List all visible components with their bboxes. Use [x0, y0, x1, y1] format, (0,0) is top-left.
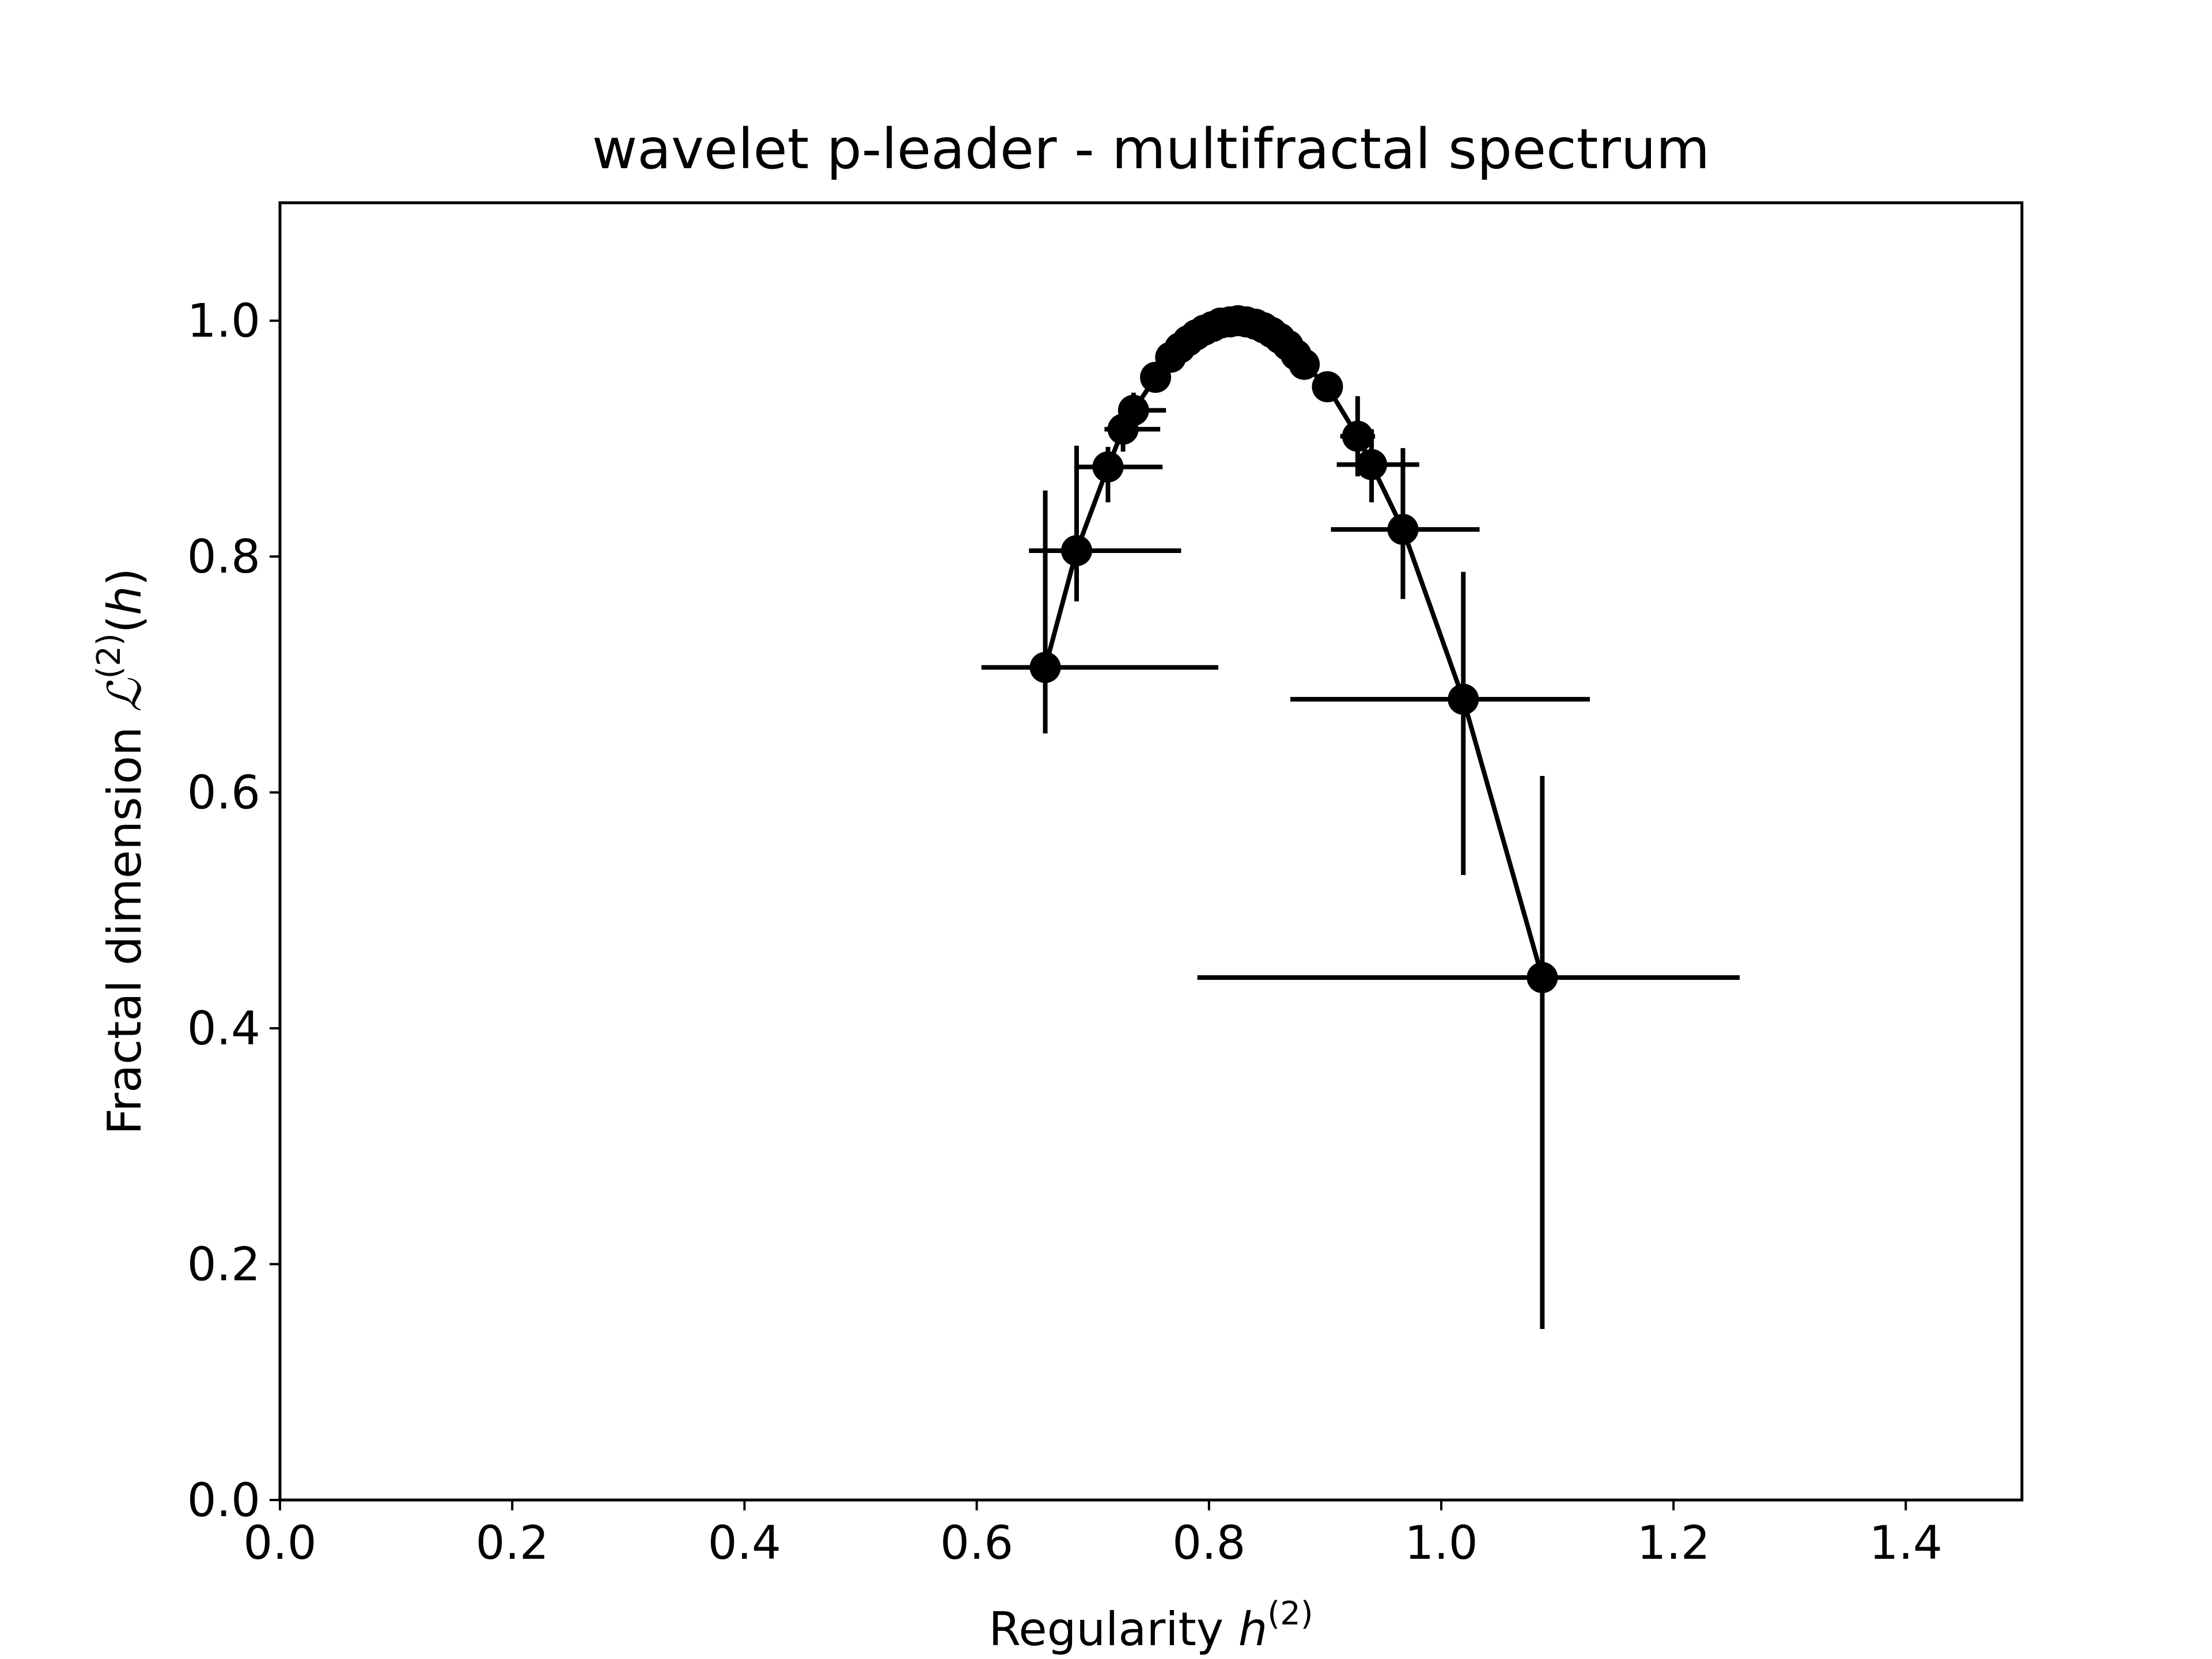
data-point — [1448, 683, 1479, 715]
y-tick-label: 0.2 — [187, 1238, 260, 1291]
x-tick-label: 0.0 — [243, 1516, 316, 1570]
y-axis-label-sup: (2) — [90, 633, 128, 679]
y-axis-label-text: Fractal dimension — [98, 712, 151, 1135]
plot-layer — [981, 305, 1740, 1330]
data-point — [1356, 449, 1388, 480]
x-tick-label: 0.6 — [940, 1516, 1013, 1570]
y-axis-label-suffix-var: h — [98, 586, 151, 615]
data-point — [1527, 962, 1558, 994]
y-tick-label: 0.8 — [187, 530, 260, 584]
y-tick-label: 0.6 — [187, 766, 260, 820]
y-axis-label-close: ) — [98, 568, 151, 586]
x-tick-label: 0.4 — [708, 1516, 781, 1570]
data-point — [1029, 652, 1061, 683]
x-axis: 0.0 0.2 0.4 0.6 0.8 1.0 1.2 1.4 — [243, 1500, 1942, 1570]
y-tick-label: 0.0 — [187, 1474, 260, 1527]
y-axis-label: Fractal dimension ℒ(2)(h) — [90, 568, 151, 1135]
chart-title: wavelet p-leader - multifractal spectrum — [592, 117, 1710, 181]
y-axis-label-var: ℒ — [98, 678, 151, 712]
x-tick-label: 1.2 — [1637, 1516, 1710, 1570]
data-point — [1289, 349, 1320, 380]
x-tick-label: 0.8 — [1172, 1516, 1245, 1570]
x-tick-label: 1.0 — [1404, 1516, 1478, 1570]
x-axis-label-var: h — [1238, 1603, 1268, 1656]
data-point — [1312, 371, 1343, 403]
x-axis-label: Regularity h(2) — [988, 1595, 1313, 1656]
data-point — [1342, 421, 1373, 452]
data-point — [1118, 395, 1149, 426]
y-tick-label: 1.0 — [187, 294, 260, 348]
y-axis-label-open: ( — [98, 615, 151, 633]
plot-frame — [278, 201, 2024, 1502]
x-tick-label: 1.4 — [1869, 1516, 1942, 1570]
data-point — [1060, 535, 1092, 566]
y-tick-label: 0.4 — [187, 1002, 260, 1055]
y-axis: 0.0 0.2 0.4 0.6 0.8 1.0 — [187, 294, 280, 1527]
data-point — [1387, 514, 1419, 546]
x-axis-label-sup: (2) — [1267, 1595, 1313, 1633]
x-axis-label-text: Regularity — [988, 1603, 1238, 1656]
x-tick-label: 0.2 — [476, 1516, 549, 1570]
data-point — [1092, 451, 1124, 483]
